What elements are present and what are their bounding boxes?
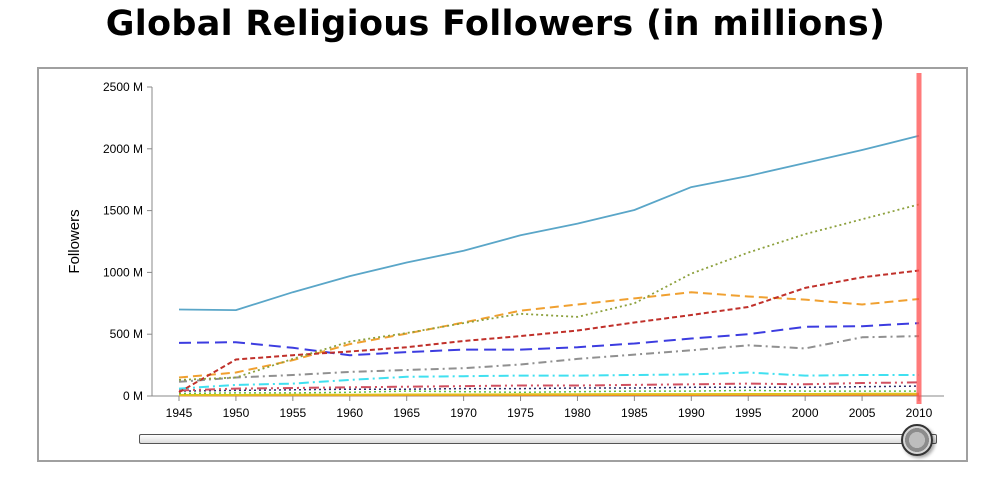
series-line [178,371,919,390]
y-tick-label: 2500 M [103,80,143,94]
x-tick-label: 1945 [166,406,193,420]
series-line [178,335,920,383]
x-tick-label: 1960 [336,406,363,420]
x-tick-label: 2010 [906,406,933,420]
series-line [178,134,920,312]
series-line [178,385,920,392]
chart-title: Global Religious Followers (in millions) [105,4,886,44]
series-line [178,203,920,381]
year-marker-line [916,73,922,404]
series-line [178,389,919,395]
x-tick-label: 1965 [393,406,420,420]
x-tick-label: 1990 [678,406,705,420]
x-tick-label: 1985 [621,406,648,420]
y-tick-label: 500 M [110,327,143,341]
series-line [178,322,920,357]
series-line [178,269,920,394]
y-tick-label: 1500 M [103,204,143,218]
series-line [178,291,920,379]
y-tick-label: 2000 M [103,142,143,156]
line-chart: 0 M 500 M 1000 M 1500 M 2000 M 2500 M 1945 1950… [66,73,944,420]
y-tick-label: 0 M [123,389,143,403]
series-line [178,381,920,392]
year-slider-track[interactable] [139,434,937,444]
x-tick-label: 2000 [792,406,819,420]
x-tick-label: 1955 [279,406,306,420]
year-slider-knob[interactable] [901,424,933,456]
x-tick-label: 1975 [507,406,534,420]
y-axis-label: Followers [66,209,83,273]
x-tick-label: 1980 [564,406,591,420]
x-tick-label: 1950 [223,406,250,420]
y-tick-label: 1000 M [103,265,143,279]
chart-frame: 0 M 500 M 1000 M 1500 M 2000 M 2500 M 1945 1950… [37,67,968,462]
x-tick-label: 1970 [450,406,477,420]
series-line [179,392,919,396]
x-tick-label: 1995 [735,406,762,420]
x-tick-label: 2005 [849,406,876,420]
